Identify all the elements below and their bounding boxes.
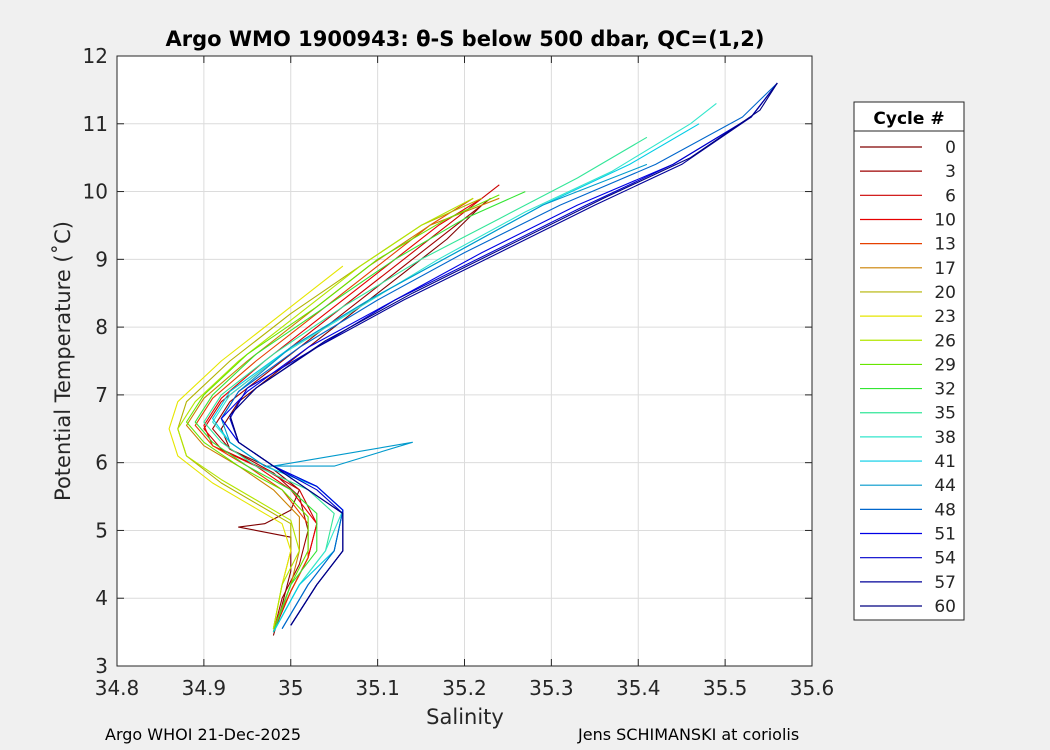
y-tick-label: 5: [95, 518, 108, 542]
y-tick-label: 4: [95, 586, 108, 610]
legend-label-cycle-44: 44: [934, 476, 956, 496]
y-tick-label: 8: [95, 315, 108, 339]
x-tick-label: 35.2: [442, 676, 487, 700]
legend-label-cycle-57: 57: [934, 573, 956, 593]
y-tick-label: 9: [95, 247, 108, 271]
legend-label-cycle-54: 54: [934, 549, 956, 569]
y-axis-label: Potential Temperature (˚C): [51, 221, 75, 501]
x-tick-label: 35.5: [703, 676, 748, 700]
legend-label-cycle-20: 20: [934, 283, 956, 303]
series-line-cycle-26: [177, 197, 474, 629]
y-tick-label: 3: [95, 654, 108, 678]
legend-title: Cycle #: [873, 109, 944, 129]
chart-title: Argo WMO 1900943: θ-S below 500 dbar, QC…: [166, 27, 765, 51]
y-tick-label: 6: [95, 451, 108, 475]
axis-ticks: 34.8 34.9 35 35.1 35.2 35.3 35.4 35.5 35.6 3 4 5 6 7 8…: [83, 44, 835, 700]
x-tick-label: 35.4: [616, 676, 661, 700]
x-axis-label: Salinity: [426, 705, 504, 729]
legend-label-cycle-13: 13: [934, 235, 956, 255]
series-group: [168, 82, 778, 636]
footer-left: Argo WHOI 21-Dec-2025: [105, 725, 302, 744]
series-line-cycle-23: [168, 265, 344, 629]
legend-label-cycle-60: 60: [934, 597, 956, 617]
legend-label-cycle-0: 0: [945, 138, 956, 158]
legend-label-cycle-38: 38: [934, 428, 956, 448]
x-tick-label: 35: [278, 676, 303, 700]
x-tick-label: 35.3: [529, 676, 574, 700]
y-tick-label: 7: [95, 383, 108, 407]
series-line-cycle-38: [212, 102, 717, 633]
legend-label-cycle-10: 10: [934, 210, 956, 230]
legend-label-cycle-51: 51: [934, 525, 956, 545]
legend-label-cycle-23: 23: [934, 307, 956, 327]
legend-label-cycle-26: 26: [934, 331, 956, 351]
series-line-cycle-35: [203, 136, 648, 633]
x-tick-label: 35.1: [355, 676, 400, 700]
legend-label-cycle-35: 35: [934, 404, 956, 424]
series-line-cycle-32: [194, 191, 526, 633]
series-line-cycle-48: [220, 82, 778, 629]
y-tick-label: 11: [83, 112, 108, 136]
series-line-cycle-29: [185, 194, 500, 633]
legend: Cycle # 0 3 6 10 13 17 20 23 26 29 32 35 38 41 44 48 51 5…: [853, 101, 965, 621]
y-tick-label: 10: [83, 180, 108, 204]
x-tick-label: 34.9: [182, 676, 227, 700]
series-line-cycle-60: [229, 82, 778, 626]
legend-label-cycle-29: 29: [934, 355, 956, 375]
legend-label-cycle-3: 3: [945, 162, 956, 182]
legend-label-cycle-6: 6: [945, 186, 956, 206]
series-line-cycle-10: [203, 197, 483, 629]
x-tick-label: 34.8: [95, 676, 140, 700]
y-tick-label: 12: [83, 44, 108, 68]
x-tick-label: 35.6: [790, 676, 835, 700]
footer-right: Jens SCHIMANSKI at coriolis: [578, 725, 800, 744]
legend-items: 0 3 6 10 13 17 20 23 26 29 32 35 38 41 44 48 51 54 57 60: [860, 138, 956, 617]
legend-label-cycle-48: 48: [934, 500, 956, 520]
legend-label-cycle-41: 41: [934, 452, 956, 472]
legend-label-cycle-17: 17: [934, 259, 956, 279]
legend-label-cycle-32: 32: [934, 380, 956, 400]
